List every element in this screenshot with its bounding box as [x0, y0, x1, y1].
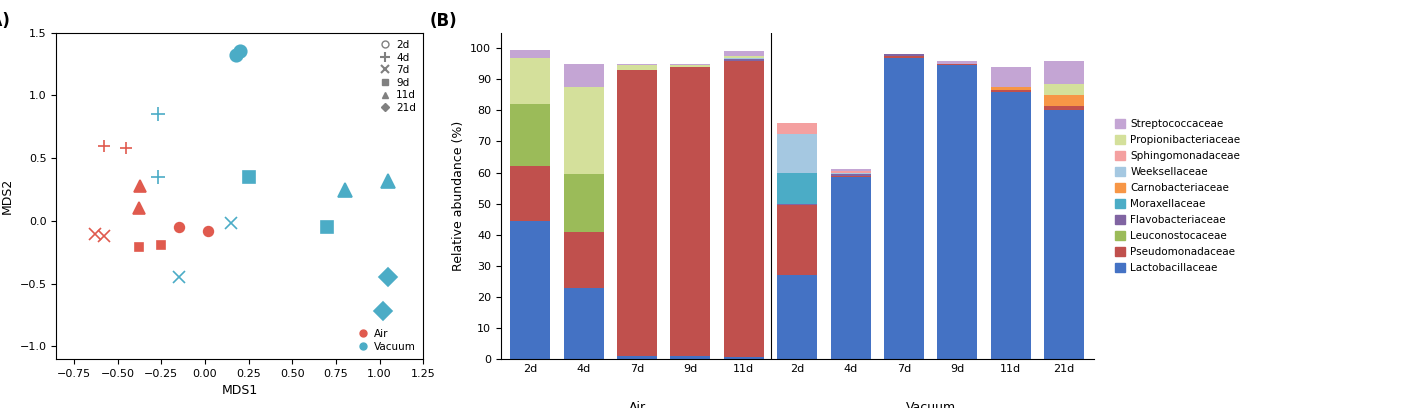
Text: Air: Air [628, 401, 646, 408]
Y-axis label: MDS2: MDS2 [1, 178, 14, 214]
Text: Vacuum: Vacuum [906, 401, 955, 408]
Bar [724, 58, 763, 59]
Bar [777, 205, 817, 275]
Bar [670, 64, 711, 65]
Bar [511, 166, 550, 221]
X-axis label: MDS1: MDS1 [222, 384, 258, 397]
Bar [991, 67, 1031, 87]
Y-axis label: Relative abundance (%): Relative abundance (%) [452, 121, 464, 271]
Bar [563, 232, 604, 288]
Bar [511, 104, 550, 166]
Bar [617, 70, 658, 356]
Bar [511, 58, 550, 104]
Legend: Air, Vacuum: Air, Vacuum [354, 326, 418, 354]
Bar [831, 169, 871, 171]
Bar [883, 54, 924, 56]
Bar [937, 65, 978, 359]
Bar [1044, 95, 1084, 106]
Text: (A): (A) [0, 12, 11, 30]
Bar [991, 92, 1031, 359]
Text: (B): (B) [430, 12, 457, 30]
Bar [777, 173, 817, 204]
Bar [831, 175, 871, 177]
Bar [937, 64, 978, 65]
Bar [777, 134, 817, 173]
Bar [991, 87, 1031, 90]
Bar [617, 65, 658, 70]
Bar [777, 204, 817, 205]
Bar [724, 59, 763, 61]
Bar [511, 221, 550, 359]
Bar [831, 173, 871, 174]
Bar [670, 356, 711, 359]
Bar [1044, 84, 1084, 95]
Bar [1044, 106, 1084, 110]
Bar [777, 275, 817, 359]
Bar [777, 123, 817, 134]
Bar [1044, 61, 1084, 84]
Bar [724, 357, 763, 359]
Bar [563, 174, 604, 232]
Bar [563, 288, 604, 359]
Bar [724, 61, 763, 357]
Bar [831, 177, 871, 359]
Bar [724, 56, 763, 58]
Bar [563, 87, 604, 174]
Bar [617, 64, 658, 65]
Bar [991, 90, 1031, 92]
Bar [937, 61, 978, 64]
Bar [883, 58, 924, 359]
Bar [724, 51, 763, 56]
Bar [617, 356, 658, 359]
Bar [831, 171, 871, 173]
Bar [563, 64, 604, 87]
Bar [883, 56, 924, 58]
Bar [511, 50, 550, 58]
Bar [670, 65, 711, 67]
Bar [831, 174, 871, 175]
Bar [1044, 110, 1084, 359]
Bar [670, 67, 711, 356]
Legend: Streptococcaceae, Propionibacteriaceae, Sphingomonadaceae, Weeksellaceae, Carnob: Streptococcaceae, Propionibacteriaceae, … [1110, 115, 1245, 277]
